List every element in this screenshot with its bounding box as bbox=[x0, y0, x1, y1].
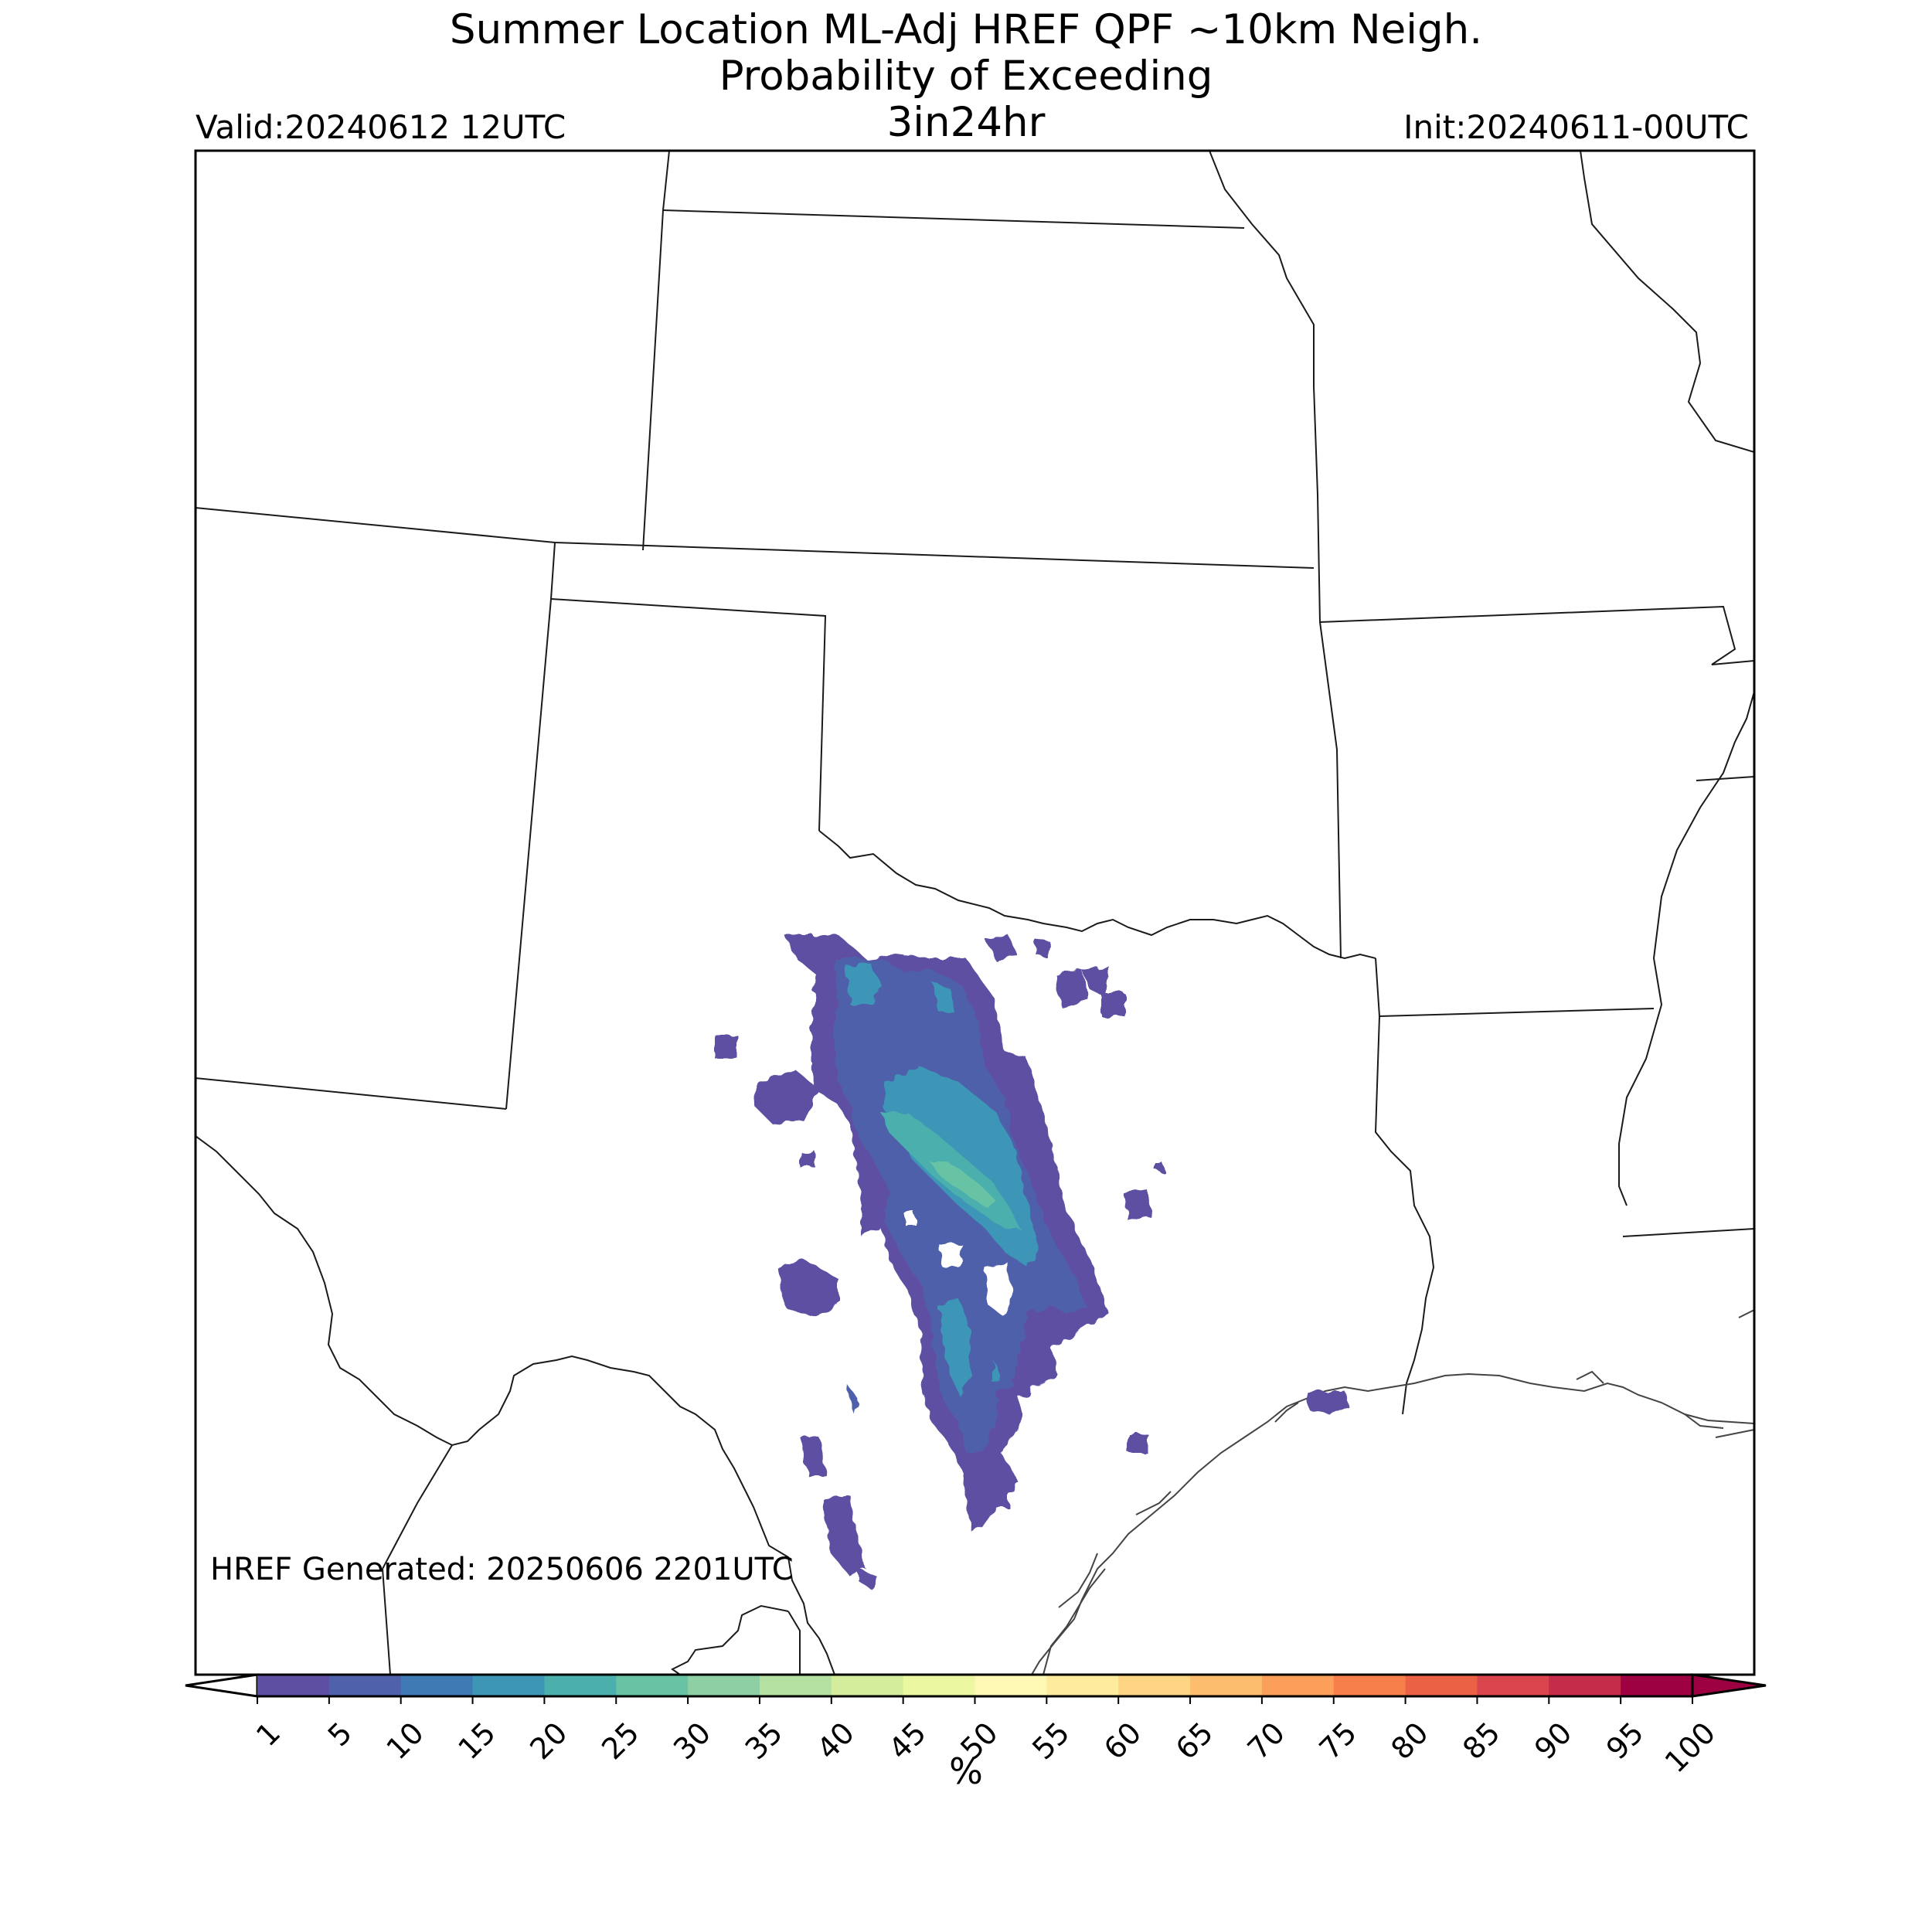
colorbar-cell bbox=[1046, 1675, 1119, 1696]
colorbar-cell bbox=[472, 1675, 545, 1696]
colorbar-cell bbox=[759, 1675, 832, 1696]
map-title: Summer Location ML-Adj HREF QPF ~10km Ne… bbox=[449, 6, 1483, 53]
threshold-label: 3in24hr bbox=[886, 99, 1046, 146]
colorbar-cell bbox=[1190, 1675, 1263, 1696]
main-swath-25pct bbox=[927, 1159, 997, 1209]
colorbar-cell bbox=[1477, 1675, 1549, 1696]
probability-field bbox=[715, 935, 1349, 1588]
colorbar-cell bbox=[328, 1675, 402, 1696]
colorbar-cell bbox=[688, 1675, 760, 1696]
colorbar-extend-low bbox=[185, 1673, 259, 1698]
colorbar-cell bbox=[903, 1675, 975, 1696]
coastline bbox=[1031, 1309, 1754, 1675]
init-time: Init:20240611-00UTC bbox=[1403, 108, 1749, 146]
holes bbox=[904, 1213, 1012, 1318]
colorbar-cell bbox=[1261, 1675, 1335, 1696]
state-borders bbox=[196, 151, 1754, 1675]
colorbar-cells bbox=[185, 1673, 1767, 1698]
colorbar-cell bbox=[257, 1675, 330, 1696]
colorbar-cell bbox=[616, 1675, 689, 1696]
colorbar-unit-label: % bbox=[949, 1750, 983, 1792]
colorbar-cell bbox=[1405, 1675, 1478, 1696]
generated-timestamp: HREF Generated: 20250606 2201UTC bbox=[210, 1552, 794, 1587]
colorbar-cell bbox=[400, 1675, 474, 1696]
colorbar-cell bbox=[831, 1675, 904, 1696]
colorbar-cell bbox=[1118, 1675, 1191, 1696]
colorbar-cell bbox=[544, 1675, 617, 1696]
valid-time: Valid:20240612 12UTC bbox=[196, 108, 566, 146]
colorbar-cell bbox=[1333, 1675, 1406, 1696]
map-subtitle: Probability of Exceeding bbox=[719, 53, 1213, 100]
colorbar-cell bbox=[1621, 1675, 1693, 1696]
colorbar-cell bbox=[975, 1675, 1047, 1696]
colorbar-tick-label: 1 bbox=[250, 1716, 287, 1753]
colorbar-extend-high bbox=[1691, 1673, 1767, 1698]
colorbar-cell bbox=[1549, 1675, 1621, 1696]
colorbar-tick-label: 5 bbox=[321, 1716, 359, 1753]
